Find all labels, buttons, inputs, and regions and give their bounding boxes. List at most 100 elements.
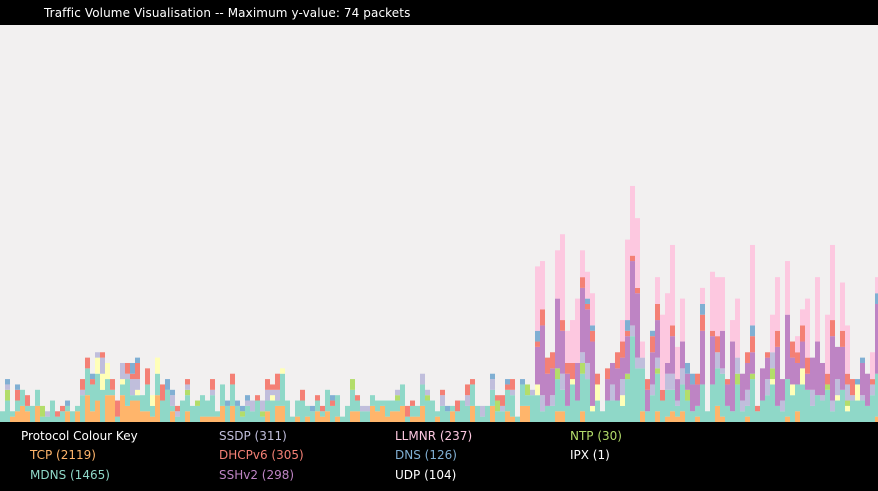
bar-segment-dns	[650, 330, 655, 337]
bar-segment-tcp	[210, 416, 215, 422]
bar-segment-ntp	[845, 400, 850, 406]
bar-segment-mdns	[175, 416, 180, 422]
bar-segment-tcp	[435, 416, 440, 422]
bar-segment-mdns	[865, 405, 870, 422]
bar-segment-mdns	[455, 411, 460, 422]
bar-segment-ntp	[495, 400, 500, 412]
bar-segment-dns	[700, 303, 705, 315]
bar-segment-ssdp	[670, 373, 675, 390]
bar-segment-sshv2	[560, 330, 565, 374]
bar-segment-llmnr	[665, 293, 670, 363]
bar-segment-mdns	[720, 373, 725, 417]
bar-segment-tcp	[795, 411, 800, 422]
bar-segment-mdns	[425, 400, 430, 422]
bar-segment-mdns	[825, 389, 830, 422]
bar-segment-dhcpv6	[655, 303, 660, 321]
bar-segment-tcp	[580, 411, 585, 422]
bar-segment-mdns	[695, 405, 700, 417]
bar-segment-sshv2	[820, 362, 825, 396]
bar-segment-mdns	[845, 411, 850, 422]
bar-segment-tcp	[470, 405, 475, 422]
bar-segment-mdns	[580, 373, 585, 412]
bar-segment-ssdp	[630, 325, 635, 337]
bar-segment-mdns	[470, 384, 475, 406]
bar-segment-ssdp	[95, 352, 100, 358]
bar-segment-mdns	[130, 395, 135, 401]
bar-segment-llmnr	[680, 298, 685, 342]
bar-segment-tcp	[400, 405, 405, 422]
bar-segment-sshv2	[685, 373, 690, 390]
bar-segment-dns	[855, 379, 860, 385]
bar-segment-ssdp	[100, 357, 105, 374]
bar-segment-sshv2	[605, 379, 610, 401]
bar-segment-dhcpv6	[405, 405, 410, 417]
bar-segment-sshv2	[695, 384, 700, 406]
bar-segment-mdns	[465, 405, 470, 422]
bar-segment-sshv2	[740, 373, 745, 401]
bar-segment-tcp	[275, 405, 280, 422]
bar-segment-tcp	[105, 395, 110, 422]
bar-segment-mdns	[545, 405, 550, 422]
bar-segment-mdns	[875, 373, 878, 417]
bar-segment-ssdp	[5, 384, 10, 390]
bar-segment-dhcpv6	[270, 384, 275, 390]
bar-segment-mdns	[575, 400, 580, 422]
bar-segment-ssdp	[735, 357, 740, 374]
bar-segment-mdns	[280, 373, 285, 406]
bar-segment-dns	[65, 400, 70, 406]
bar-segment-udp	[105, 362, 110, 380]
bar-segment-ssdp	[820, 395, 825, 401]
bar-segment-llmnr	[800, 309, 805, 326]
bar-segment-mdns	[655, 373, 660, 412]
bar-segment-tcp	[185, 411, 190, 422]
bar-segment-ntp	[555, 368, 560, 380]
bar-segment-dhcpv6	[590, 330, 595, 342]
bar-segment-dhcpv6	[715, 336, 720, 353]
bar-segment-mdns	[690, 411, 695, 422]
bar-segment-mdns	[670, 389, 675, 412]
bar-segment-mdns	[450, 405, 455, 412]
bar-segment-mdns	[165, 389, 170, 422]
bar-segment-dhcpv6	[650, 336, 655, 353]
bar-segment-tcp	[520, 405, 525, 422]
bar-segment-dhcpv6	[60, 405, 65, 412]
bar-segment-ntp	[185, 389, 190, 396]
bar-segment-tcp	[665, 416, 670, 422]
bar-segment-udp	[570, 379, 575, 385]
bar-segment-tcp	[490, 405, 495, 422]
bar-segment-mdns	[55, 416, 60, 422]
bar-segment-ntp	[735, 373, 740, 385]
bar-segment-dns	[875, 293, 878, 304]
bar-segment-ssdp	[210, 389, 215, 396]
bar-segment-tcp	[265, 411, 270, 422]
bar-segment-sshv2	[680, 341, 685, 369]
bar-segment-mdns	[855, 400, 860, 422]
bar-segment-mdns	[340, 416, 345, 422]
bar-segment-dhcpv6	[570, 362, 575, 380]
bar-segment-ssdp	[765, 379, 770, 396]
bar-segment-ssdp	[620, 379, 625, 396]
bar-segment-mdns	[765, 395, 770, 422]
bar-segment-llmnr	[710, 271, 715, 331]
bar-segment-dhcpv6	[535, 341, 540, 347]
bar-segment-mdns	[40, 416, 45, 422]
bar-segment-llmnr	[620, 320, 625, 342]
bar-segment-tcp	[75, 411, 80, 422]
bar-segment-mdns	[350, 389, 355, 412]
bar-segment-mdns	[605, 400, 610, 422]
bar-segment-llmnr	[770, 314, 775, 353]
bar-segment-mdns	[235, 405, 240, 422]
bar-segment-llmnr	[845, 325, 850, 374]
bar-segment-ntp	[240, 411, 245, 417]
bar-segment-tcp	[130, 400, 135, 422]
bar-segment-ssdp	[420, 373, 425, 385]
bar-segment-mdns	[615, 400, 620, 422]
bar-segment-mdns	[255, 400, 260, 422]
bar-segment-dhcpv6	[560, 320, 565, 331]
bar-segment-tcp	[355, 411, 360, 422]
bar-segment-ssdp	[675, 400, 680, 406]
bar-segment-udp	[135, 389, 140, 396]
bar-segment-tcp	[675, 416, 680, 422]
bar-segment-dns	[520, 379, 525, 385]
